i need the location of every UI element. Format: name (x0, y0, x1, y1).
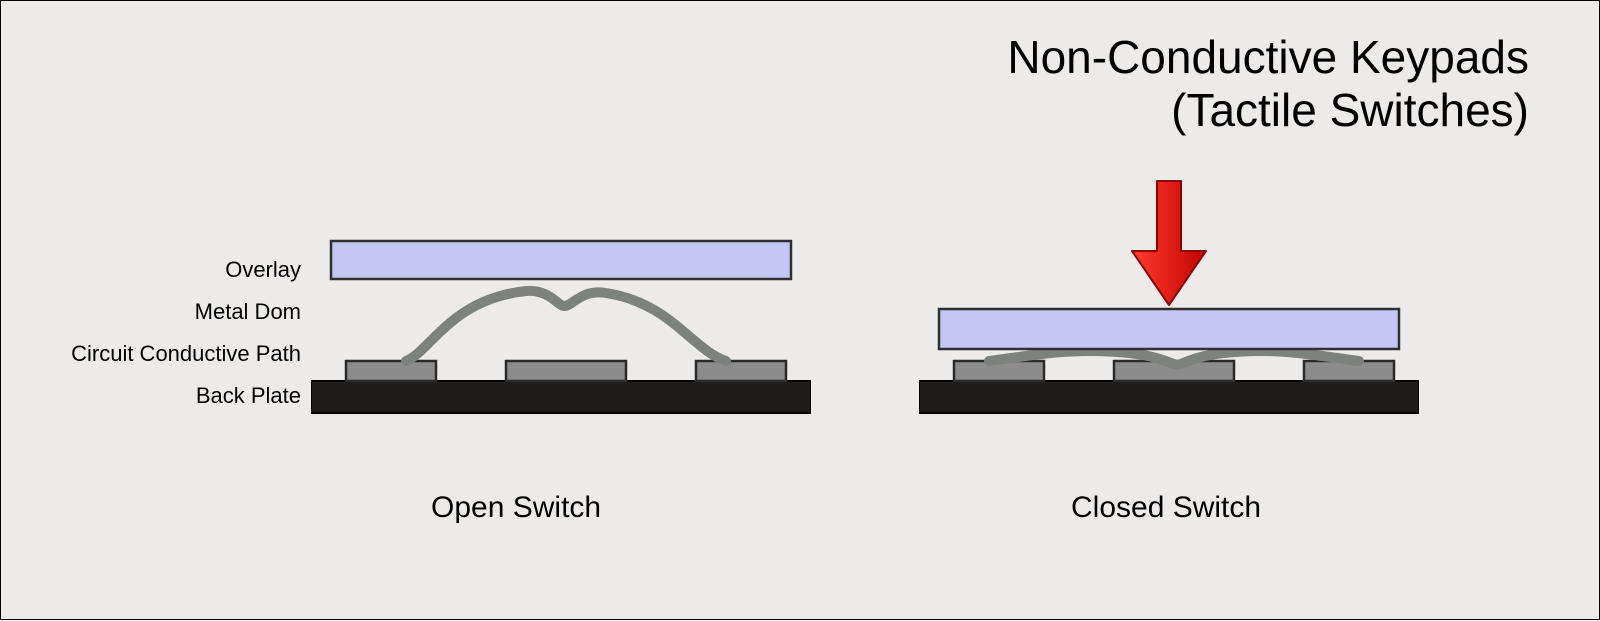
diagram-page: Non-Conductive Keypads (Tactile Switches… (0, 0, 1600, 620)
closed-switch-diagram (919, 161, 1419, 451)
label-overlay: Overlay (225, 259, 301, 281)
label-back-plate: Back Plate (196, 385, 301, 407)
title-block: Non-Conductive Keypads (Tactile Switches… (1007, 31, 1529, 137)
closed-switch-caption: Closed Switch (1071, 491, 1261, 525)
title-line-2: (Tactile Switches) (1007, 84, 1529, 137)
conductive-pad-2 (696, 361, 786, 381)
back-plate (311, 381, 811, 413)
metal-dome (406, 291, 726, 361)
label-metal-dom: Metal Dom (195, 301, 301, 323)
open-switch-caption: Open Switch (431, 491, 601, 525)
overlay-layer (331, 241, 791, 279)
open-switch-diagram (311, 161, 811, 451)
back-plate (919, 381, 1419, 413)
overlay-layer (939, 309, 1399, 349)
title-line-1: Non-Conductive Keypads (1007, 31, 1529, 84)
part-labels: Overlay Metal Dom Circuit Conductive Path B… (1, 1, 301, 621)
press-arrow-icon (1132, 181, 1206, 305)
label-circuit-conductive-path: Circuit Conductive Path (71, 343, 301, 365)
conductive-pad-0 (346, 361, 436, 381)
conductive-pad-1 (506, 361, 626, 381)
